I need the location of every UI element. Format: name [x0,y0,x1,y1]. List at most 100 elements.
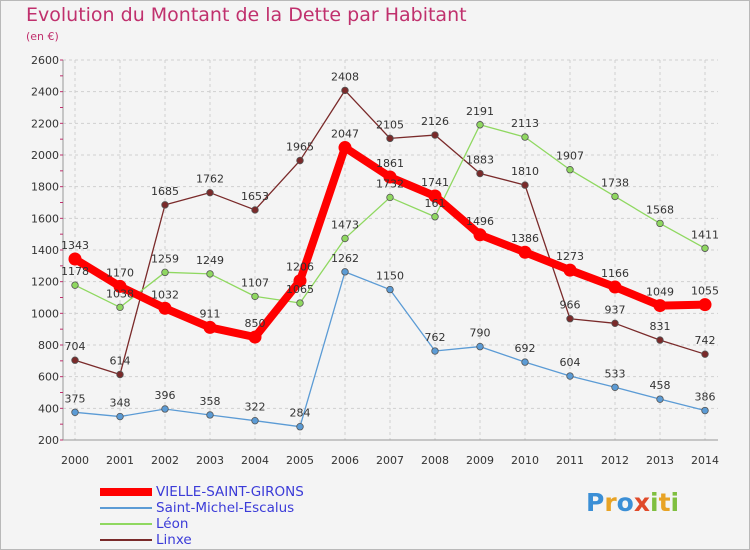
data-label: 762 [425,331,446,344]
x-tick-label: 2012 [601,454,629,467]
data-point-0 [698,298,712,312]
data-point-2 [656,219,664,228]
data-label: 1032 [151,288,179,301]
x-tick-label: 2004 [241,454,269,467]
data-label: 1259 [151,252,179,265]
legend-swatch-saint-michel [100,507,152,509]
data-label: 937 [605,303,626,316]
data-label: 1386 [511,232,539,245]
data-point-0 [608,280,622,294]
axes: 200 400 600 800 1000 1200 1400 1600 1800 2000 2200… [31,54,719,467]
data-label: 692 [515,342,536,355]
legend-label-vielle: VIELLE-SAINT-GIRONS [156,484,304,500]
y-tick-label: 2400 [31,86,59,99]
x-tick-label: 2006 [331,454,359,467]
y-tick-label: 1600 [31,212,59,225]
x-tick-label: 2014 [691,454,719,467]
grid [63,59,718,441]
legend-swatch-linxe [100,539,152,541]
data-label: 375 [65,392,86,405]
data-point-3 [116,370,124,379]
y-tick-label: 400 [38,402,59,415]
x-tick-label: 2008 [421,454,449,467]
legend-swatch-vielle [100,488,152,496]
data-label: 1038 [106,287,134,300]
data-point-1 [116,412,124,421]
proxiti-logo: Proxiti [586,488,680,517]
data-point-1 [476,342,484,351]
data-point-1 [431,347,439,355]
x-tick-label: 2007 [376,454,404,467]
data-point-3 [611,319,619,328]
data-point-2 [116,303,124,312]
x-tick-label: 2010 [511,454,539,467]
x-tick-label: 2013 [646,454,674,467]
y-tick-label: 1800 [31,181,59,194]
data-label: 1411 [691,228,719,241]
data-point-2 [251,292,259,301]
data-point-3 [521,181,529,189]
data-point-3 [701,350,709,358]
data-point-1 [611,383,619,391]
data-label: 1685 [151,185,179,198]
data-point-1 [521,358,529,366]
data-label: 1262 [331,252,359,265]
data-point-0 [293,274,307,288]
data-label: 284 [290,407,311,420]
data-label: 1496 [466,215,494,228]
data-point-0 [68,252,82,266]
data-label: 1861 [376,157,404,170]
data-label: 161 [425,197,446,210]
data-label: 1049 [646,286,674,299]
data-point-0 [338,141,352,155]
data-point-2 [296,299,304,307]
data-label: 1273 [556,250,584,263]
data-label: 2105 [376,118,404,131]
y-tick-label: 1000 [31,307,59,320]
legend-label-linxe: Linxe [156,532,192,548]
data-point-1 [656,395,664,403]
data-label: 1653 [241,190,269,203]
data-point-2 [476,121,484,129]
data-point-2 [161,268,169,277]
data-label: 614 [110,354,131,367]
data-point-1 [206,411,214,419]
data-point-2 [71,281,79,289]
data-label: 1170 [106,266,134,279]
data-label: 742 [695,334,716,347]
data-label: 322 [245,401,266,414]
series-layer [68,86,712,431]
data-label: 1741 [421,176,449,189]
data-label: 1150 [376,270,404,283]
data-label: 1206 [286,261,314,274]
x-tick-label: 2009 [466,454,494,467]
y-tick-label: 1200 [31,276,59,289]
data-label: 831 [650,320,671,333]
data-label: 1738 [601,176,629,189]
data-label: 790 [470,327,491,340]
data-point-3 [386,134,394,143]
y-tick-label: 800 [38,339,59,352]
data-label: 1065 [286,283,314,296]
data-point-0 [563,263,577,277]
y-tick-label: 2200 [31,117,59,130]
data-point-1 [251,416,259,425]
data-label: 1178 [61,265,89,278]
data-point-3 [206,188,214,197]
data-point-0 [653,299,667,313]
data-point-3 [161,201,169,209]
data-point-1 [701,406,709,415]
x-tick-label: 2001 [106,454,134,467]
x-tick-label: 2003 [196,454,224,467]
data-point-3 [296,156,304,165]
data-point-1 [71,408,79,416]
data-label: 1883 [466,154,494,167]
y-tick-label: 2600 [31,54,59,67]
data-point-1 [296,423,304,431]
data-point-0 [383,170,397,184]
data-point-2 [566,166,574,174]
data-point-0 [158,301,172,315]
data-point-3 [71,356,79,364]
data-label: 396 [155,389,176,402]
